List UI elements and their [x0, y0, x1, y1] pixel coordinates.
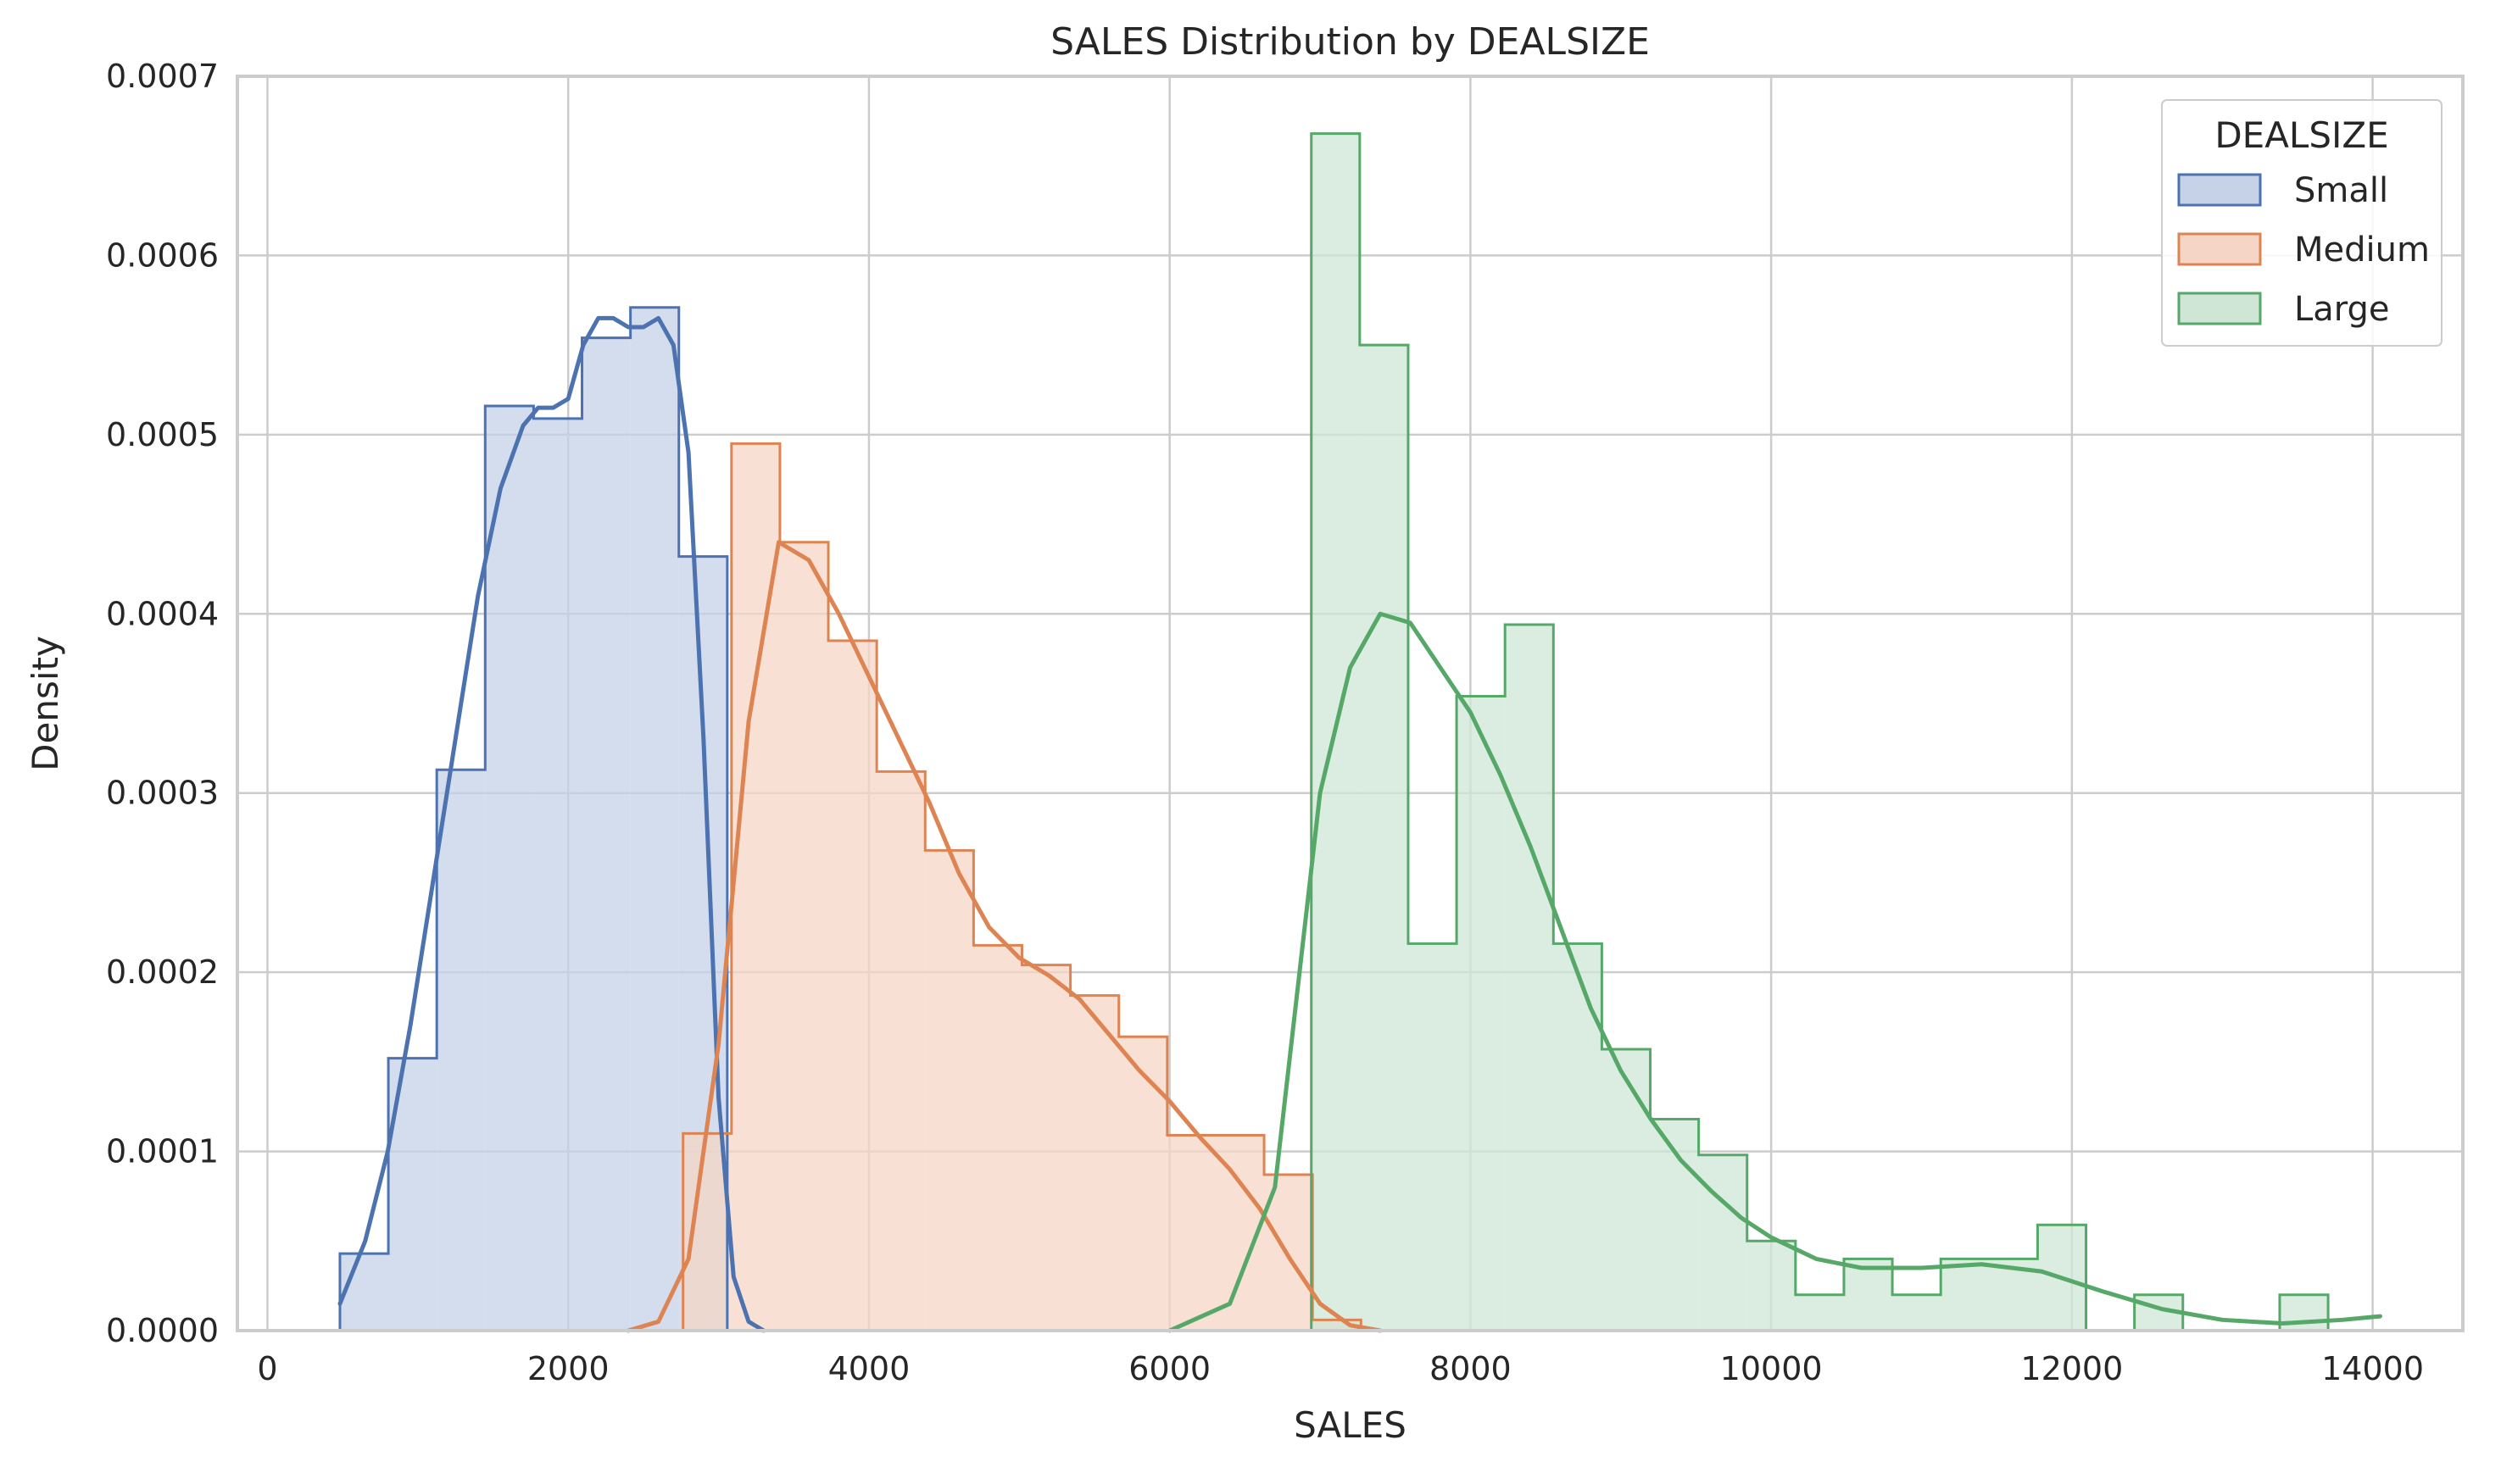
bar-fill — [1118, 1037, 1167, 1331]
bar-fill — [1070, 995, 1119, 1331]
x-tick-label: 12000 — [2020, 1350, 2123, 1387]
legend-label-small: Small — [2294, 171, 2388, 210]
bar-fill — [339, 1253, 389, 1331]
y-tick-label: 0.0003 — [106, 775, 219, 812]
legend-title: DEALSIZE — [2214, 114, 2388, 156]
bar-fill — [630, 307, 679, 1331]
x-tick-label: 4000 — [828, 1350, 911, 1387]
histogram-bars — [338, 132, 2330, 1332]
bar-fill — [1892, 1294, 1941, 1331]
bar-fill — [1167, 1135, 1216, 1331]
legend-label-large: Large — [2294, 290, 2390, 329]
plot-frame — [236, 75, 2465, 1332]
bar-fill — [437, 770, 486, 1331]
kde-curves — [337, 315, 2382, 1333]
y-tick-label: 0.0005 — [106, 416, 219, 453]
bar-fill — [1553, 943, 1602, 1331]
y-tick-label: 0.0000 — [106, 1312, 219, 1349]
bar-fill — [973, 945, 1022, 1331]
bar-fill — [1941, 1259, 1990, 1331]
series-medium-outline — [682, 442, 1362, 1331]
bar-fill — [877, 771, 926, 1331]
bar-fill — [1698, 1154, 1747, 1331]
y-axis-title: Density — [25, 636, 66, 771]
bar-fill — [485, 406, 534, 1331]
bar-fill — [779, 542, 829, 1331]
tick-labels: 0 2000 4000 6000 8000 10000 12000 14000 0.0000 0.… — [106, 58, 2424, 1387]
x-tick-label: 6000 — [1128, 1350, 1211, 1387]
bar-fill — [533, 418, 582, 1331]
x-tick-label: 10000 — [1720, 1350, 1823, 1387]
legend-label-medium: Medium — [2294, 231, 2430, 270]
legend: DEALSIZE Small Medium Large — [2161, 99, 2443, 347]
series-small-bars — [339, 307, 727, 1331]
x-tick-label: 8000 — [1429, 1350, 1512, 1387]
y-tick-label: 0.0001 — [106, 1133, 219, 1170]
legend-swatch-small — [2177, 173, 2262, 207]
bar-fill — [1795, 1294, 1844, 1331]
bar-fill — [1746, 1241, 1796, 1331]
legend-swatch-medium — [2177, 232, 2262, 266]
x-tick-label: 0 — [257, 1350, 277, 1387]
chart-title: SALES Distribution by DEALSIZE — [1050, 20, 1650, 64]
y-tick-label: 0.0002 — [106, 953, 219, 991]
bar-fill — [925, 850, 974, 1331]
y-tick-label: 0.0004 — [106, 595, 219, 632]
bar-fill — [1505, 624, 1554, 1331]
series-large-outline — [1310, 132, 2330, 1332]
bar-fill — [1601, 1049, 1651, 1331]
bar-fill — [1022, 964, 1071, 1331]
bar-fill — [1407, 943, 1457, 1331]
bar-fill — [1359, 345, 1408, 1331]
series-small-outline — [338, 306, 825, 1332]
legend-box — [2161, 99, 2443, 347]
bar-fill — [1843, 1259, 1893, 1331]
kde-small — [337, 315, 766, 1333]
series-medium-bars — [682, 443, 1362, 1331]
bar-fill — [582, 337, 631, 1331]
bar-fill — [1457, 696, 1506, 1331]
x-axis-title: SALES — [1294, 1404, 1406, 1446]
kde-large — [1167, 611, 2382, 1333]
y-tick-label: 0.0007 — [106, 58, 219, 95]
series-large-bars — [1311, 133, 2329, 1331]
legend-swatch-large — [2177, 292, 2262, 325]
y-tick-label: 0.0006 — [106, 236, 219, 274]
kde-medium — [626, 540, 1383, 1333]
bar-fill — [828, 641, 877, 1331]
x-tick-label: 2000 — [527, 1350, 610, 1387]
legend-items: Small Medium Large — [2177, 171, 2430, 329]
x-tick-label: 14000 — [2321, 1350, 2424, 1387]
